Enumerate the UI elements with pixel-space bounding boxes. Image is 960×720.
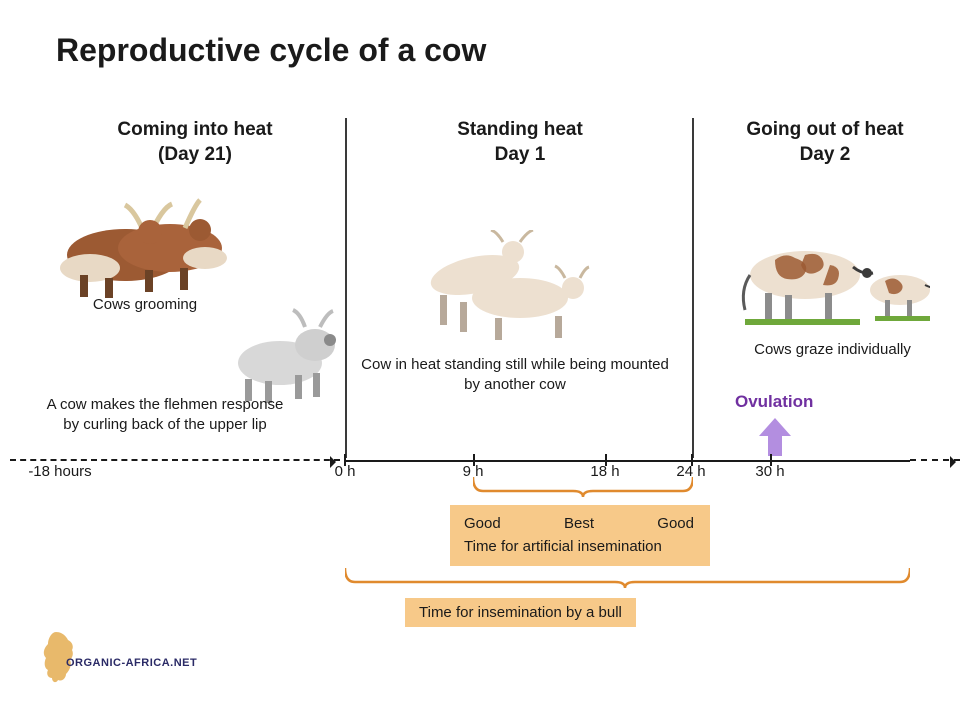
timeline-label-30h: 30 h	[755, 463, 784, 480]
brace-ai-window	[473, 477, 693, 497]
grazing-cows-illustration	[735, 235, 930, 330]
section-header-going-out-of-heat: Going out of heat Day 2	[710, 118, 940, 167]
ai-label-best: Best	[564, 513, 594, 536]
section-header-coming-into-heat: Coming into heat (Day 21)	[60, 118, 330, 167]
ai-window-caption: Time for artificial insemination	[464, 536, 696, 559]
ovulation-label: Ovulation	[735, 392, 813, 412]
caption-flehmen-response: A cow makes the flehmen response by curli…	[0, 395, 330, 436]
timeline-dashed-left	[10, 459, 340, 461]
brace-bull-window	[345, 568, 910, 588]
timeline-label-pre: -18 hours	[28, 463, 91, 480]
logo-text: ORGANIC-AFRICA.NET	[66, 657, 197, 669]
timeline-label-0h: 0 h	[335, 463, 356, 480]
ai-label-good-2: Good	[657, 513, 694, 536]
bull-window-box: Time for insemination by a bull	[405, 598, 636, 627]
organic-africa-logo: ORGANIC-AFRICA.NET	[28, 628, 197, 684]
bull-window-caption: Time for insemination by a bull	[419, 604, 622, 621]
divider-line-1	[345, 118, 347, 458]
africa-continent-icon	[28, 628, 84, 684]
grooming-cows-illustration	[50, 190, 230, 300]
section-header-standing-heat: Standing heat Day 1	[365, 118, 675, 167]
divider-line-2	[692, 118, 694, 458]
page-title: Reproductive cycle of a cow	[56, 32, 486, 69]
timeline-axis	[345, 460, 910, 462]
caption-grazing: Cows graze individually	[735, 340, 930, 360]
timeline-dashed-right	[910, 459, 960, 461]
caption-standing-heat: Cow in heat standing still while being m…	[355, 355, 675, 396]
mounting-cows-illustration	[405, 230, 590, 345]
ai-window-box: Good Best Good Time for artificial insem…	[450, 505, 710, 566]
ai-label-good-1: Good	[464, 513, 501, 536]
